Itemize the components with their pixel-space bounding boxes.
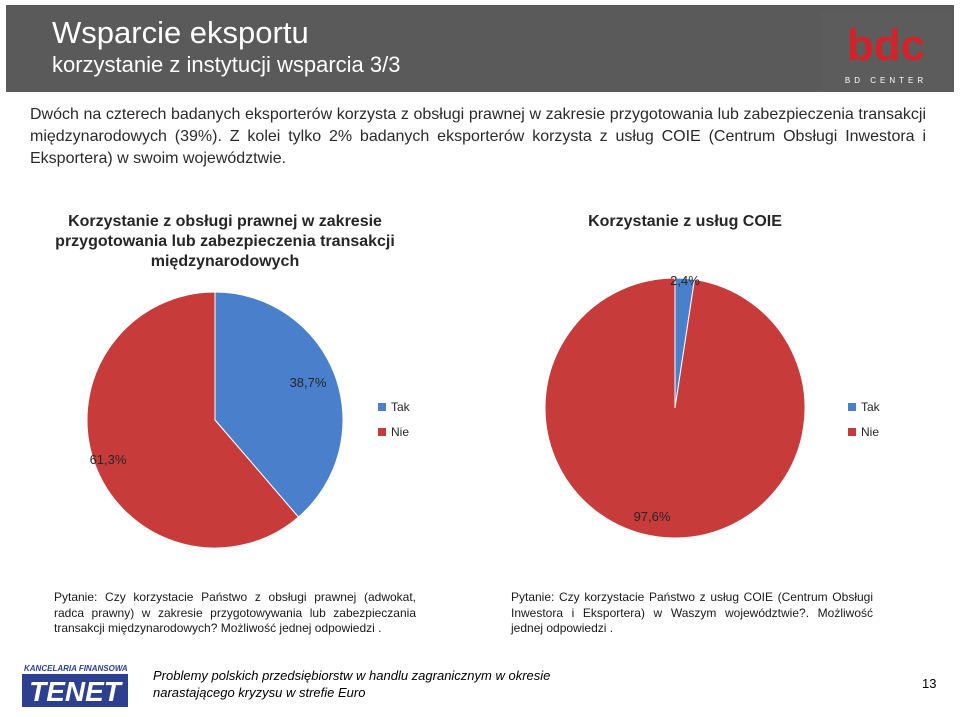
chart-1-data-label-nie: 61,3% xyxy=(90,452,127,467)
page-subtitle: korzystanie z instytucji wsparcia 3/3 xyxy=(52,52,401,77)
bdc-logo-icon: bdc BD CENTER xyxy=(845,21,927,85)
chart-2-pie: 2,4% 97,6% xyxy=(544,273,806,539)
footer-caption: Problemy polskich przedsiębiorstw w hand… xyxy=(153,668,551,700)
tenet-logo: KANCELARIA FINANSOWA TENET xyxy=(20,662,132,710)
chart-2-legend-tak: Tak xyxy=(848,400,880,414)
question-right: Pytanie: Czy korzystacie Państwo z usług… xyxy=(511,590,873,635)
chart-2-legend-nie: Nie xyxy=(848,425,879,439)
chart-1-legend-nie: Nie xyxy=(378,425,409,439)
legend-label-tak: Tak xyxy=(391,400,410,414)
legend-swatch-tak xyxy=(848,402,856,411)
page-title: Wsparcie eksportu xyxy=(52,15,309,50)
brand-logo: bdc BD CENTER xyxy=(821,12,952,90)
chart-1-slice-nie xyxy=(86,291,300,549)
legend-label-nie: Nie xyxy=(861,425,880,439)
chart-2-slice-nie xyxy=(544,277,806,539)
tenet-logo-top-text: KANCELARIA FINANSOWA xyxy=(24,664,128,673)
chart-2-data-label-nie: 97,6% xyxy=(634,509,671,524)
legend-label-tak: Tak xyxy=(861,400,880,414)
chart-2-title: Korzystanie z usług COIE xyxy=(588,213,782,230)
page-number: 13 xyxy=(922,676,937,691)
header-bar: Wsparcie eksportu korzystanie z instytuc… xyxy=(6,5,954,92)
chart-1-data-label-tak: 38,7% xyxy=(290,375,327,390)
chart-1-slice-tak xyxy=(214,291,344,518)
chart-1-title: Korzystanie z obsługi prawnej w zakresie… xyxy=(55,213,395,270)
tenet-logo-icon: KANCELARIA FINANSOWA TENET xyxy=(22,664,128,707)
brand-tagline: BD CENTER xyxy=(845,76,927,85)
chart-2-data-label-tak: 2,4% xyxy=(670,273,700,288)
question-left: Pytanie: Czy korzystacie Państwo z obsłu… xyxy=(54,590,416,635)
chart-1-pie: 38,7% 61,3% xyxy=(86,291,344,549)
tenet-logo-band xyxy=(22,674,128,707)
brand-logo-text: bdc xyxy=(847,21,925,70)
legend-swatch-nie xyxy=(378,427,386,436)
intro-paragraph: Dwóch na czterech badanych eksporterów k… xyxy=(30,106,926,167)
legend-swatch-nie xyxy=(848,427,856,436)
chart-1-legend-tak: Tak xyxy=(378,400,410,414)
legend-label-nie: Nie xyxy=(391,425,410,439)
tenet-logo-main-text: TENET xyxy=(29,676,124,707)
legend-swatch-tak xyxy=(378,402,386,411)
